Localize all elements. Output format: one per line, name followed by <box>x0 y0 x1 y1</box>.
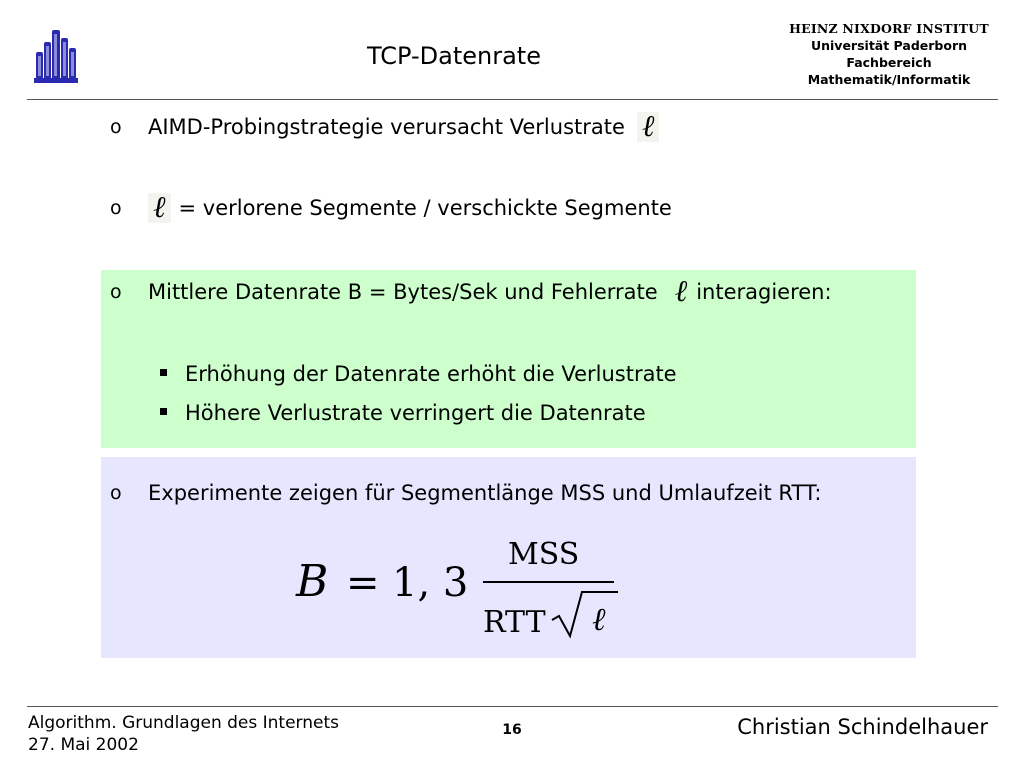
sub-bullet-text: Höhere Verlustrate verringert die Datenr… <box>185 401 646 425</box>
bullet-text: Experimente zeigen für Segmentlänge MSS … <box>148 481 822 505</box>
footer-course-info: Algorithm. Grundlagen des Internets 27. … <box>28 712 339 756</box>
institute-faculty: Mathematik/Informatik <box>807 72 971 87</box>
institute-block: HEINZ NIXDORF INSTITUT Universität Pader… <box>780 20 998 88</box>
bullet-text: AIMD-Probingstrategie verursacht Verlust… <box>148 115 625 139</box>
footer-date: 27. Mai 2002 <box>28 735 139 755</box>
bullet-marker: o <box>110 281 122 303</box>
square-bullet-icon <box>160 368 167 376</box>
ell-symbol: ℓ <box>148 193 171 223</box>
header-divider <box>27 99 998 100</box>
institute-department: Fachbereich <box>846 55 932 70</box>
footer-author: Christian Schindelhauer <box>737 715 988 739</box>
sqrt-sign-icon <box>551 591 618 639</box>
slide-title: TCP-Datenrate <box>367 42 541 70</box>
datarate-formula: B = 1, 3 MSS RTT ℓ <box>295 537 618 640</box>
bullet-marker: o <box>110 482 122 504</box>
formula-lhs: B <box>295 556 328 607</box>
bullet-experiment: o Experimente zeigen für Segmentlänge MS… <box>110 481 822 505</box>
formula-denominator: RTT <box>483 605 546 640</box>
bullet-text: Mittlere Datenrate B = Bytes/Sek und Feh… <box>148 280 658 304</box>
footer-course: Algorithm. Grundlagen des Internets <box>28 713 340 733</box>
bullet-marker: o <box>110 197 122 219</box>
formula-equals: = <box>346 560 380 606</box>
bullet-text-suffix: interagieren: <box>696 280 832 304</box>
page-number: 16 <box>502 722 522 738</box>
footer-divider <box>27 706 998 707</box>
sub-bullet-1: Erhöhung der Datenrate erhöht die Verlus… <box>160 362 677 386</box>
institute-university: Universität Paderborn <box>810 38 968 53</box>
ell-symbol: ℓ <box>674 274 688 309</box>
bullet-text: = verlorene Segmente / verschickte Segme… <box>178 196 672 220</box>
bullet-aimd: o AIMD-Probingstrategie verursacht Verlu… <box>110 112 660 142</box>
interaction-box <box>101 270 916 448</box>
sub-bullet-2: Höhere Verlustrate verringert die Datenr… <box>160 401 646 425</box>
formula-radicand: ℓ <box>592 600 606 638</box>
bullet-marker: o <box>110 116 122 138</box>
formula-coefficient: 1, 3 <box>392 560 468 606</box>
square-bullet-icon <box>160 407 167 415</box>
formula-numerator: MSS <box>508 537 579 572</box>
sub-bullet-text: Erhöhung der Datenrate erhöht die Verlus… <box>185 362 677 386</box>
university-logo-icon <box>34 30 78 83</box>
bullet-interaction: o Mittlere Datenrate B = Bytes/Sek und F… <box>110 277 832 307</box>
experiment-box <box>101 457 916 658</box>
bullet-definition: o ℓ = verlorene Segmente / verschickte S… <box>110 193 672 223</box>
ell-symbol: ℓ <box>636 112 660 142</box>
institute-name: HEINZ NIXDORF INSTITUT <box>789 21 989 36</box>
